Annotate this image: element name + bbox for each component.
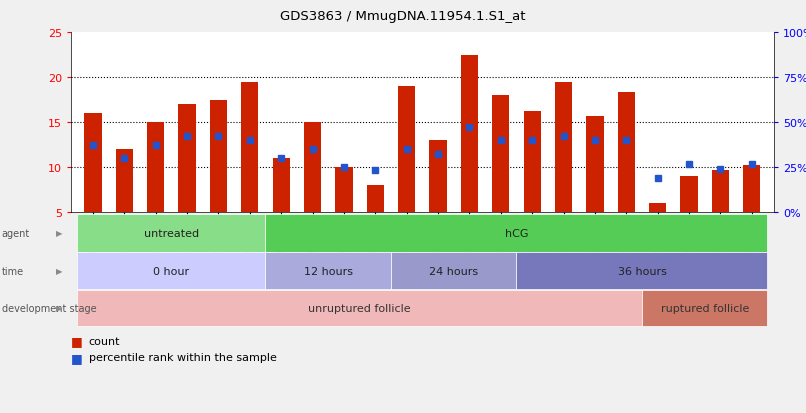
Bar bbox=[398, 87, 415, 213]
Text: ▶: ▶ bbox=[56, 304, 63, 313]
Text: ▶: ▶ bbox=[56, 229, 63, 238]
Text: 24 hours: 24 hours bbox=[429, 266, 478, 276]
Text: ▶: ▶ bbox=[56, 266, 63, 275]
Bar bbox=[524, 112, 541, 213]
Text: 36 hours: 36 hours bbox=[617, 266, 667, 276]
Text: 0 hour: 0 hour bbox=[153, 266, 189, 276]
Text: agent: agent bbox=[2, 228, 30, 238]
Bar bbox=[147, 123, 164, 213]
Text: count: count bbox=[89, 336, 120, 346]
Bar bbox=[555, 83, 572, 213]
Bar bbox=[586, 116, 604, 213]
Bar bbox=[367, 186, 384, 213]
Text: percentile rank within the sample: percentile rank within the sample bbox=[89, 352, 276, 362]
Bar bbox=[461, 55, 478, 213]
Bar bbox=[680, 177, 698, 213]
Text: ■: ■ bbox=[71, 351, 83, 364]
Text: ■: ■ bbox=[71, 334, 83, 347]
Text: time: time bbox=[2, 266, 23, 276]
Bar bbox=[712, 171, 729, 213]
Bar bbox=[304, 123, 321, 213]
Text: GDS3863 / MmugDNA.11954.1.S1_at: GDS3863 / MmugDNA.11954.1.S1_at bbox=[280, 10, 526, 23]
Bar bbox=[210, 100, 227, 213]
Text: ruptured follicle: ruptured follicle bbox=[661, 303, 749, 313]
Text: hCG: hCG bbox=[505, 228, 528, 238]
Bar bbox=[743, 166, 760, 213]
Bar bbox=[272, 159, 290, 213]
Text: unruptured follicle: unruptured follicle bbox=[308, 303, 411, 313]
Bar bbox=[178, 105, 196, 213]
Bar bbox=[115, 150, 133, 213]
Bar bbox=[617, 93, 635, 213]
Bar bbox=[85, 114, 102, 213]
Bar bbox=[492, 96, 509, 213]
Bar bbox=[241, 83, 259, 213]
Text: development stage: development stage bbox=[2, 303, 96, 313]
Bar bbox=[430, 141, 447, 213]
Bar bbox=[649, 204, 667, 213]
Bar bbox=[335, 168, 352, 213]
Text: untreated: untreated bbox=[143, 228, 199, 238]
Text: 12 hours: 12 hours bbox=[304, 266, 353, 276]
